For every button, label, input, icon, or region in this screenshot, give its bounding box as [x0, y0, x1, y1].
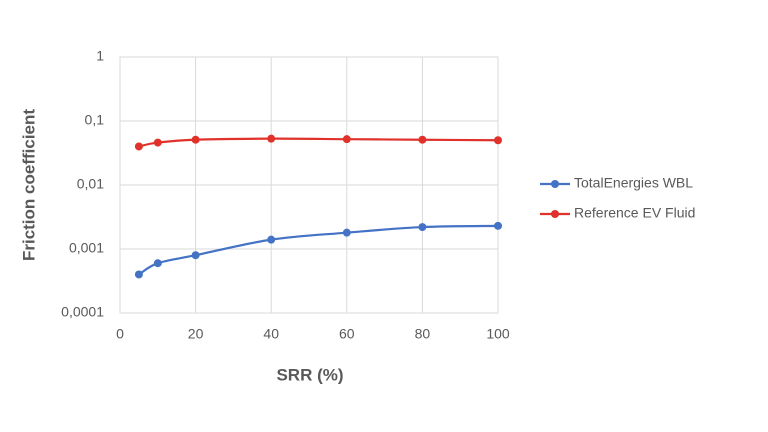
x-tick-label: 0 [116, 326, 124, 342]
data-point [342, 228, 351, 237]
data-point [418, 223, 427, 232]
x-tick-label: 40 [263, 326, 279, 342]
data-point [191, 135, 200, 144]
data-point [342, 135, 351, 144]
data-point [494, 136, 502, 145]
x-tick-label: 100 [486, 326, 510, 342]
x-axis-title: SRR (%) [276, 365, 343, 384]
legend-label: Reference EV Fluid [574, 205, 695, 221]
data-point [153, 138, 162, 147]
plot-border [119, 56, 499, 314]
legend-marker [551, 210, 559, 218]
data-point [134, 270, 143, 279]
y-axis-title: Friction coefficient [19, 109, 38, 261]
y-tick-label: 0,001 [69, 240, 104, 256]
series-line [138, 224, 499, 276]
y-tick-label: 1 [96, 48, 104, 64]
y-tick-label: 0,01 [77, 176, 104, 192]
data-point [267, 134, 276, 143]
x-tick-label: 20 [188, 326, 204, 342]
legend-label: TotalEnergies WBL [574, 175, 693, 191]
x-tick-label: 80 [415, 326, 431, 342]
y-tick-label: 0,0001 [61, 304, 104, 320]
data-point [191, 251, 200, 260]
data-point [134, 142, 143, 151]
legend-marker [551, 180, 559, 188]
data-point [494, 221, 502, 230]
data-point [418, 135, 427, 144]
data-point [153, 259, 162, 268]
x-tick-label: 60 [339, 326, 355, 342]
y-tick-label: 0,1 [85, 112, 105, 128]
data-point [267, 235, 276, 244]
